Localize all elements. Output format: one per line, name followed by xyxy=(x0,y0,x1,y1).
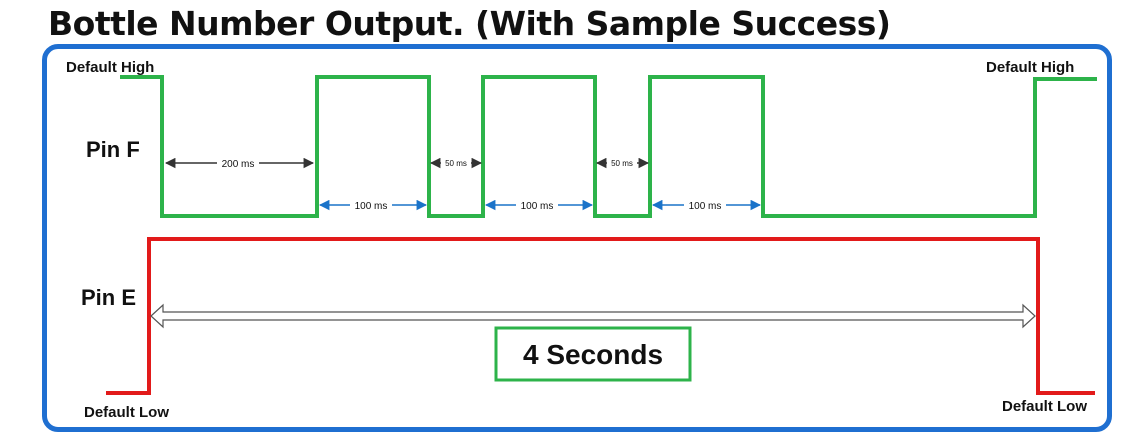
dim-50ms-2-label: 50 ms xyxy=(611,159,633,168)
dim-200ms-label: 200 ms xyxy=(222,159,255,170)
page-title: Bottle Number Output. (With Sample Succe… xyxy=(48,4,891,43)
dim-100ms-1-label: 100 ms xyxy=(355,201,388,212)
pin-e-label: Pin E xyxy=(81,285,136,310)
pin-f-waveform xyxy=(120,75,1097,218)
pin-f-label: Pin F xyxy=(86,137,140,162)
default-high-left-label: Default High xyxy=(66,59,154,76)
total-duration-label: 4 Seconds xyxy=(523,339,663,370)
default-high-right-label: Default High xyxy=(986,59,1074,76)
pin-e-waveform xyxy=(106,237,1095,395)
dim-100ms-3-label: 100 ms xyxy=(689,201,722,212)
total-duration-box xyxy=(494,326,692,382)
total-duration-arrow xyxy=(150,303,1036,329)
diagram-frame xyxy=(42,44,1112,432)
default-low-right-label: Default Low xyxy=(1002,398,1087,415)
dim-100ms-2-label: 100 ms xyxy=(521,201,554,212)
dim-50ms-1-label: 50 ms xyxy=(445,159,467,168)
default-low-left-label: Default Low xyxy=(84,404,169,421)
